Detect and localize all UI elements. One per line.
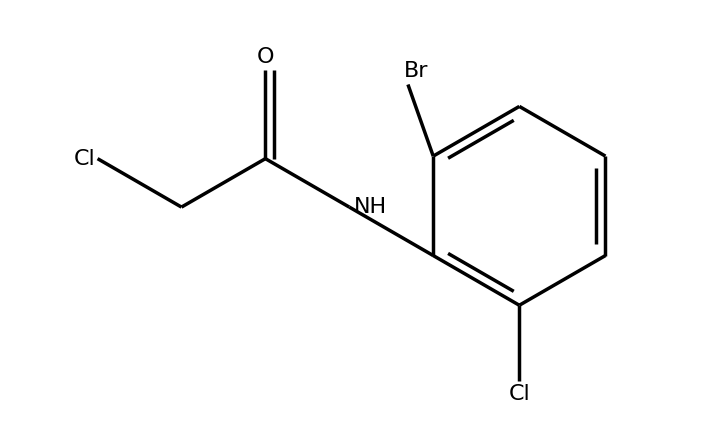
Text: Cl: Cl — [73, 149, 95, 169]
Text: Cl: Cl — [508, 384, 530, 404]
Text: NH: NH — [354, 197, 387, 217]
Text: Br: Br — [404, 61, 428, 81]
Text: O: O — [257, 47, 274, 67]
